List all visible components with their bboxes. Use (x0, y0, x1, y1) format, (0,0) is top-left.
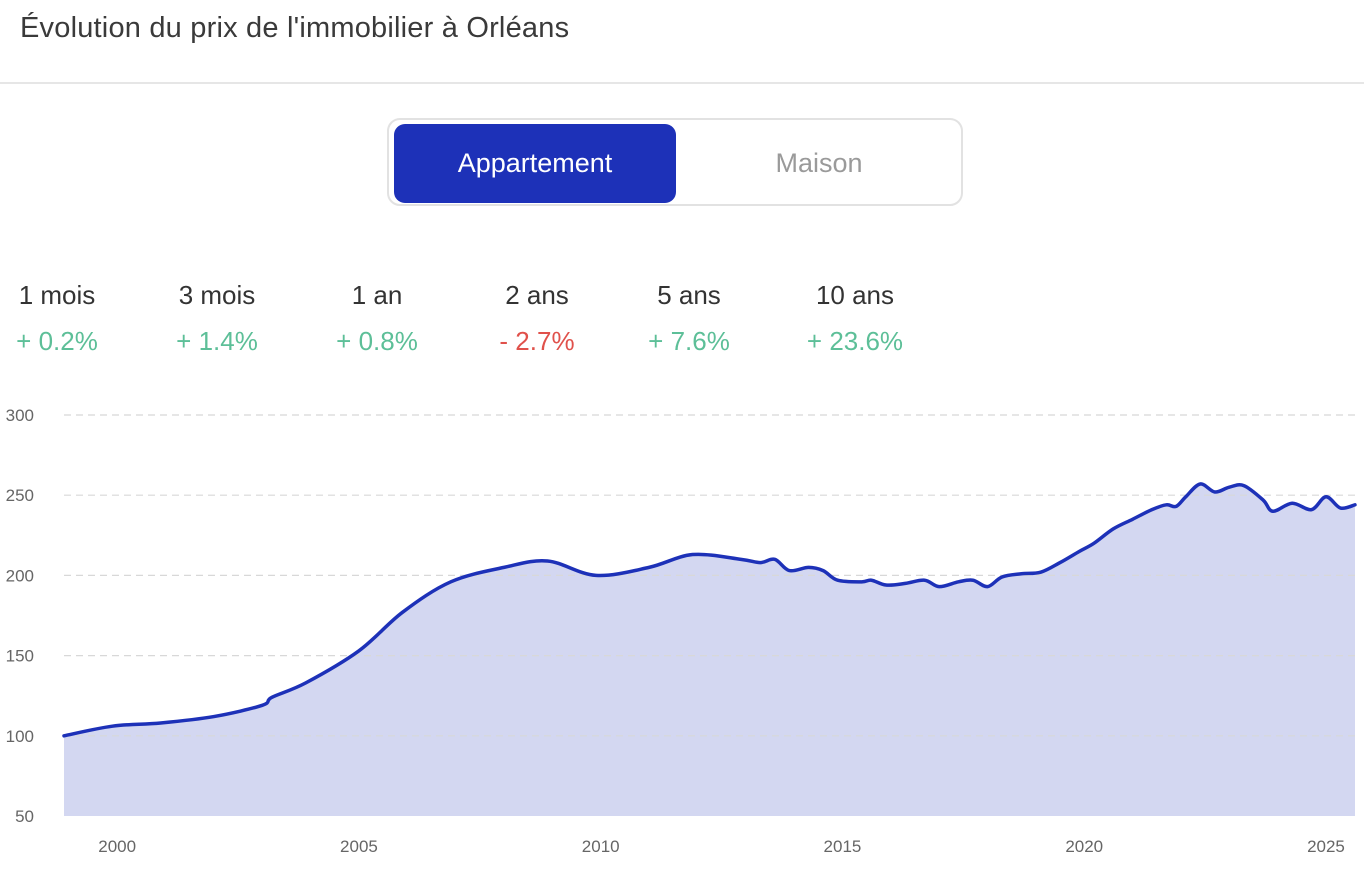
x-tick-label: 2015 (824, 837, 862, 856)
x-tick-label: 2020 (1065, 837, 1103, 856)
stat-value: - 2.7% (499, 326, 575, 356)
y-tick-label: 200 (6, 566, 34, 585)
stat-2: 1 an + 0.8% (297, 280, 457, 357)
stat-1: 3 mois + 1.4% (137, 280, 297, 357)
stat-4: 5 ans + 7.6% (609, 280, 769, 357)
toggle-maison-button[interactable]: Maison (775, 148, 863, 178)
page-title: Évolution du prix de l'immobilier à Orlé… (20, 12, 570, 44)
stat-value: + 1.4% (176, 326, 258, 356)
y-tick-label: 50 (15, 807, 34, 826)
stat-label: 3 mois (178, 280, 256, 310)
stat-3: 2 ans - 2.7% (457, 280, 617, 357)
stat-label: 1 mois (18, 280, 96, 310)
x-tick-label: 2010 (582, 837, 620, 856)
stat-value: + 7.6% (648, 326, 730, 356)
stat-5: 10 ans + 23.6% (775, 280, 935, 357)
y-tick-label: 100 (6, 727, 34, 746)
stat-label: 1 an (351, 280, 403, 310)
area-fill (64, 483, 1355, 816)
x-tick-label: 2005 (340, 837, 378, 856)
y-tick-label: 150 (6, 647, 34, 666)
x-tick-label: 2025 (1307, 837, 1345, 856)
stat-value: + 0.8% (336, 326, 418, 356)
y-tick-label: 250 (6, 486, 34, 505)
stat-label: 10 ans (815, 280, 895, 310)
price-line (62, 482, 1357, 738)
stat-label: 2 ans (505, 280, 569, 310)
stat-value: + 0.2% (16, 326, 98, 356)
header-divider (0, 82, 1364, 84)
stat-label: 5 ans (657, 280, 721, 310)
y-tick-label: 300 (6, 406, 34, 425)
x-tick-label: 2000 (98, 837, 136, 856)
property-type-toggle: Appartement Maison (387, 118, 963, 206)
stat-0: 1 mois + 0.2% (0, 280, 137, 357)
toggle-appartement-button[interactable]: Appartement (394, 124, 676, 203)
stat-value: + 23.6% (806, 326, 904, 356)
